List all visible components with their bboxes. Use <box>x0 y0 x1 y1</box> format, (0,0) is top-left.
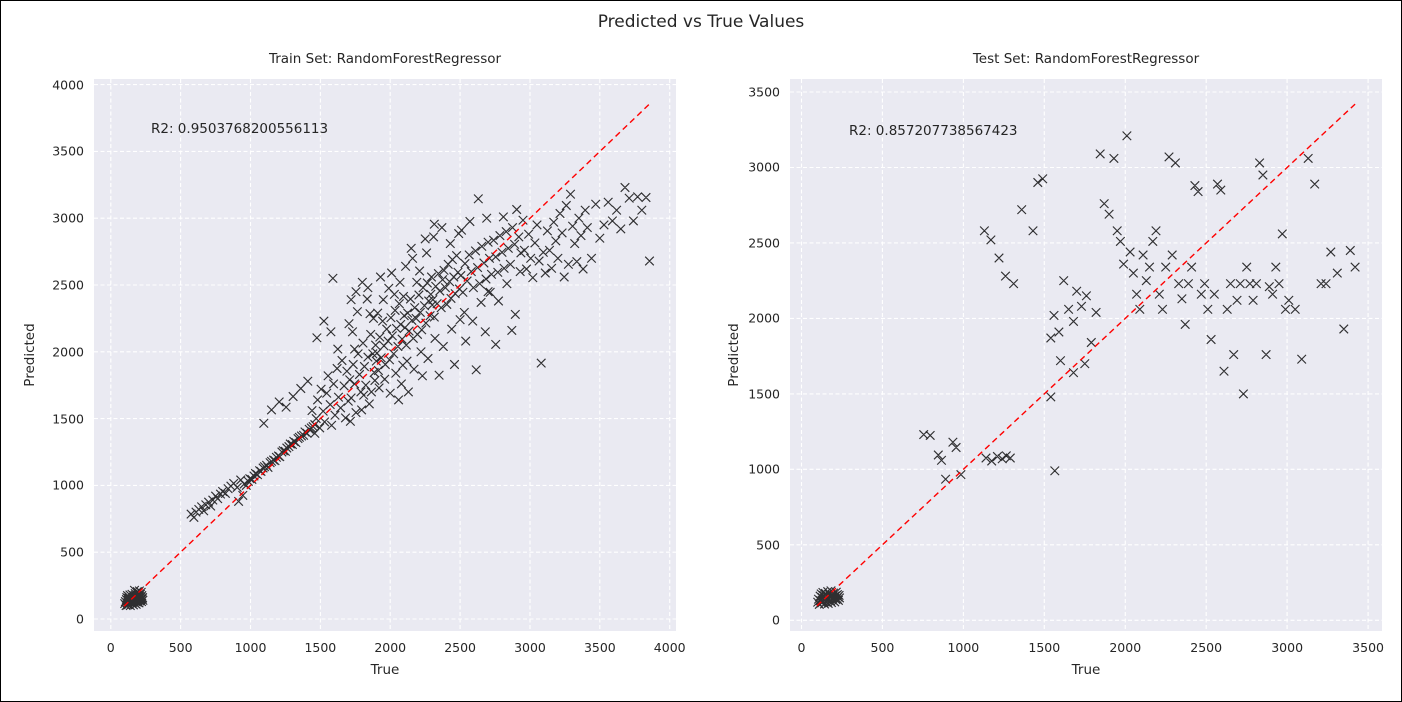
y-tick-label: 2500 <box>748 235 780 251</box>
identity-line <box>123 103 650 607</box>
y-tick-label: 2000 <box>52 344 84 360</box>
y-tick-label: 500 <box>756 537 780 553</box>
scatter-points <box>812 131 1360 610</box>
y-tick-label: 3000 <box>52 210 84 226</box>
y-tick-label: 1000 <box>748 461 780 477</box>
x-tick-label: 3000 <box>1271 640 1304 655</box>
x-tick-label: 1000 <box>947 640 980 655</box>
y-tick-label: 4000 <box>52 77 84 93</box>
x-tick-label: 2000 <box>374 640 407 655</box>
x-tick-label: 2000 <box>1109 640 1142 655</box>
test-r2-annotation: R2: 0.857207738567423 <box>849 123 1018 139</box>
y-tick-label: 2000 <box>748 310 780 326</box>
x-tick-label: 1500 <box>1028 640 1061 655</box>
y-tick-label: 500 <box>60 544 84 560</box>
test-subplot-title: Test Set: RandomForestRegressor <box>972 51 1200 67</box>
scatter-points <box>119 182 655 611</box>
gridlines <box>94 79 676 631</box>
identity-line <box>816 103 1356 607</box>
train-xtick-labels: 0 500 1000 1500 2000 2500 3000 3500 4000 <box>94 640 686 656</box>
y-tick-label: 0 <box>76 611 84 627</box>
y-tick-label: 1000 <box>52 477 84 493</box>
gridlines <box>790 79 1382 631</box>
y-tick-label: 3000 <box>748 159 780 175</box>
x-tick-label: 0 <box>106 640 115 655</box>
train-xlabel: True <box>370 662 400 678</box>
figure-title: Predicted vs True Values <box>597 12 805 32</box>
test-xtick-labels: 0 500 1000 1500 2000 2500 3000 3500 <box>790 640 1384 656</box>
x-tick-label: 500 <box>870 640 895 655</box>
x-tick-label: 3000 <box>514 640 546 655</box>
test-ytick-labels: 0 500 1000 1500 2000 2500 3000 3500 <box>720 79 780 631</box>
y-tick-label: 2500 <box>52 277 84 293</box>
x-tick-label: 2500 <box>1190 640 1223 655</box>
y-tick-label: 0 <box>772 612 780 628</box>
y-tick-label: 3500 <box>748 84 780 100</box>
x-tick-label: 4000 <box>653 640 686 655</box>
x-tick-label: 3500 <box>1352 640 1384 655</box>
x-tick-label: 3500 <box>583 640 616 655</box>
test-xlabel: True <box>1071 662 1101 678</box>
x-tick-label: 1000 <box>234 640 267 655</box>
train-r2-annotation: R2: 0.9503768200556113 <box>151 121 329 137</box>
y-tick-label: 1500 <box>748 386 780 402</box>
train-ytick-labels: 0 500 1000 1500 2000 2500 3000 3500 4000 <box>24 77 84 631</box>
test-plot-canvas <box>790 79 1382 631</box>
x-tick-label: 500 <box>168 640 193 655</box>
train-plot-area <box>94 79 676 631</box>
y-tick-label: 1500 <box>52 411 84 427</box>
test-plot-area <box>790 79 1382 631</box>
train-subplot-title: Train Set: RandomForestRegressor <box>268 51 502 67</box>
y-tick-label: 3500 <box>52 143 84 159</box>
x-tick-label: 0 <box>797 640 806 655</box>
train-plot-canvas <box>94 79 676 631</box>
x-tick-label: 2500 <box>444 640 476 655</box>
x-tick-label: 1500 <box>304 640 337 655</box>
